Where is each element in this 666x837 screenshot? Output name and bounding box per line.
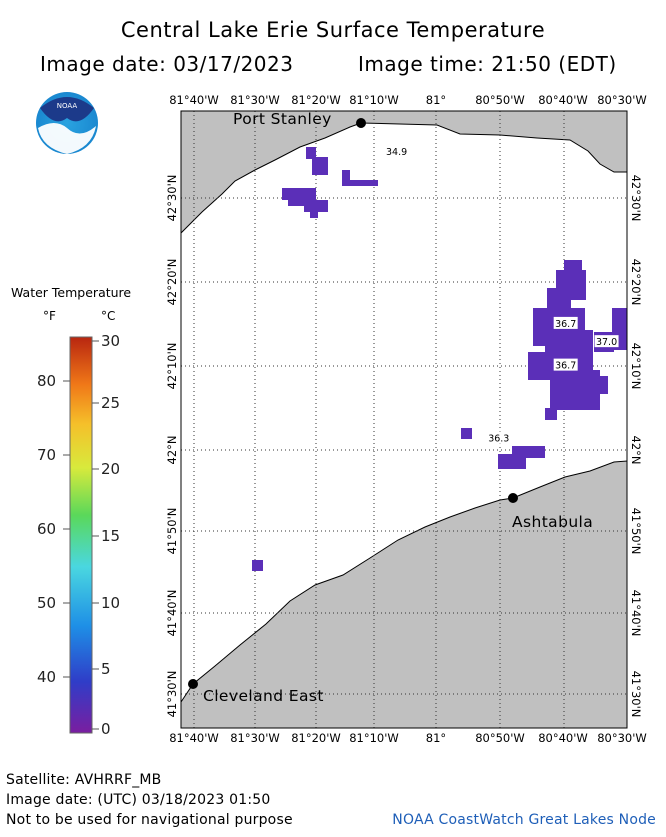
legend-f-label: 50 xyxy=(37,594,57,612)
lon-label: 81°40'W xyxy=(169,93,219,107)
lon-label: 81° xyxy=(426,731,446,745)
lon-labels-top: 81°40'W 81°30'W 81°20'W 81°10'W 81° 80°5… xyxy=(169,93,647,107)
image-date-local: Image date: 03/17/2023 xyxy=(40,52,294,76)
lon-label: 81°30'W xyxy=(230,731,280,745)
temperature-label-bg xyxy=(594,335,619,348)
temperature-label: 36.7 xyxy=(555,361,576,372)
legend-title: Water Temperature xyxy=(11,285,132,300)
temperature-label-bg xyxy=(486,431,511,444)
lon-label: 80°50'W xyxy=(475,93,525,107)
temperature-label-bg xyxy=(553,358,578,371)
noaa-logo: NOAA xyxy=(36,92,98,154)
lon-labels-bottom: 81°40'W 81°30'W 81°20'W 81°10'W 81° 80°5… xyxy=(169,731,647,745)
footer-satellite: Satellite: AVHRRF_MB xyxy=(6,772,162,788)
graticule xyxy=(181,111,627,728)
temperature-label: 34.9 xyxy=(386,147,407,158)
temperature-label: 37.0 xyxy=(596,337,617,348)
lat-label: 41°50'N xyxy=(165,508,179,555)
lon-label: 81°10'W xyxy=(349,93,399,107)
lon-label: 80°40'W xyxy=(538,731,588,745)
lat-label: 42°10'N xyxy=(165,343,179,390)
legend-ticks xyxy=(63,340,99,730)
lon-label: 81°30'W xyxy=(230,93,280,107)
footer-disclaimer: Not to be used for navigational purpose xyxy=(6,812,293,828)
noaa-logo-text: NOAA xyxy=(57,102,78,110)
city-label-ashtabula: Ashtabula xyxy=(512,513,593,531)
temperature-label: 36.7 xyxy=(555,319,576,330)
city-ashtabula: Ashtabula xyxy=(508,493,593,531)
lat-label: 42°10'N xyxy=(629,343,643,390)
legend-c-label: 10 xyxy=(101,594,121,612)
lon-label: 81°40'W xyxy=(169,731,219,745)
lat-label: 42°20'N xyxy=(165,259,179,306)
lat-label: 42°N xyxy=(165,436,179,465)
lon-label: 81°20'W xyxy=(291,731,341,745)
land-us xyxy=(180,460,628,729)
legend-c-label: 20 xyxy=(101,460,121,478)
temperature-labels: 34.9 36.7 37.0 36.7 36.3 xyxy=(384,144,619,445)
footer-node-link[interactable]: NOAA CoastWatch Great Lakes Node xyxy=(392,812,656,828)
city-cleveland-east: Cleveland East xyxy=(188,679,324,705)
lat-label: 42°30'N xyxy=(165,175,179,222)
image-time-local: Image time: 21:50 (EDT) xyxy=(358,52,617,76)
lat-label: 41°30'N xyxy=(165,671,179,718)
lat-label: 41°30'N xyxy=(629,671,643,718)
legend-unit-c: °C xyxy=(101,309,116,323)
legend-f-label: 40 xyxy=(37,668,57,686)
lon-label: 80°30'W xyxy=(597,731,647,745)
legend-c-label: 15 xyxy=(101,527,121,545)
lon-label: 81°20'W xyxy=(291,93,341,107)
legend-c-label: 5 xyxy=(101,660,111,678)
legend-unit-f: °F xyxy=(43,309,56,323)
lat-labels-right: 42°30'N 42°20'N 42°10'N 42°N 41°50'N 41°… xyxy=(629,175,643,718)
legend-colorbar xyxy=(69,336,93,734)
lat-label: 42°20'N xyxy=(629,259,643,306)
legend-c-label: 25 xyxy=(101,394,121,412)
lat-label: 42°N xyxy=(629,436,643,465)
map-title: Central Lake Erie Surface Temperature xyxy=(120,18,546,42)
legend-c-label: 30 xyxy=(101,332,121,350)
city-label-cleveland-east: Cleveland East xyxy=(203,687,324,705)
footer-utc-date: Image date: (UTC) 03/18/2023 01:50 xyxy=(6,792,271,808)
legend-f-label: 80 xyxy=(37,372,57,390)
city-port-stanley: Port Stanley xyxy=(233,110,366,128)
lon-label: 80°30'W xyxy=(597,93,647,107)
map-frame xyxy=(180,110,628,729)
legend-f-label: 70 xyxy=(37,446,57,464)
temperature-label-bg xyxy=(384,144,409,157)
legend-c-label: 0 xyxy=(101,720,111,738)
temperature-label: 36.3 xyxy=(488,434,509,445)
lat-label: 41°40'N xyxy=(629,590,643,637)
lat-label: 41°40'N xyxy=(165,590,179,637)
city-label-port-stanley: Port Stanley xyxy=(233,110,332,128)
lon-label: 81°10'W xyxy=(349,731,399,745)
legend-f-label: 60 xyxy=(37,520,57,538)
lon-label: 80°50'W xyxy=(475,731,525,745)
land-canada xyxy=(180,110,628,235)
temperature-label-bg xyxy=(553,316,578,329)
lon-label: 80°40'W xyxy=(538,93,588,107)
lon-label: 81° xyxy=(426,93,446,107)
lat-label: 42°30'N xyxy=(629,175,643,222)
lat-label: 41°50'N xyxy=(629,508,643,555)
lat-labels-left: 42°30'N 42°20'N 42°10'N 42°N 41°50'N 41°… xyxy=(165,175,179,718)
